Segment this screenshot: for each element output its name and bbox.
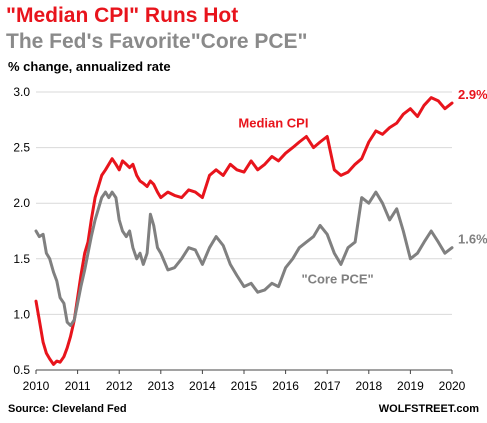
- x-tick-label: 2016: [272, 379, 299, 393]
- unit-label: % change, annualized rate: [8, 59, 171, 74]
- y-tick-label: 1.0: [13, 307, 30, 321]
- y-tick-label: 0.5: [13, 363, 30, 377]
- grid-lines: [36, 91, 452, 371]
- series-lines: [34, 96, 454, 366]
- y-axis-ticks: 3.0 2.5 2.0 1.5 1.0 0.5: [13, 85, 30, 377]
- series-labels: Median CPI 2.9% "Core PCE" 1.6%: [238, 87, 487, 286]
- x-tick-label: 2010: [23, 379, 50, 393]
- core-pce-end-label: 1.6%: [458, 232, 487, 247]
- x-tick-label: 2013: [147, 379, 174, 393]
- median-cpi-end-label: 2.9%: [458, 87, 487, 102]
- core-pce-label: "Core PCE": [301, 271, 373, 286]
- brand-credit: WOLFSTREET.com: [378, 403, 479, 415]
- x-tick-label: 2018: [355, 379, 382, 393]
- median-cpi-line: [34, 96, 454, 366]
- y-tick-label: 2.5: [13, 141, 30, 155]
- x-tick-label: 2011: [65, 379, 91, 393]
- y-tick-label: 1.5: [13, 252, 30, 266]
- median-cpi-label: Median CPI: [238, 116, 308, 131]
- chart-subtitle: The Fed's Favorite"Core PCE": [6, 30, 308, 53]
- y-tick-label: 2.0: [13, 196, 30, 210]
- x-axis-ticks: 2010 2011 2012 2013 2014 2015 2016 2017 2018 2019…: [23, 370, 466, 393]
- x-tick-label: 2015: [231, 379, 258, 393]
- chart-title: "Median CPI" Runs Hot: [6, 4, 239, 27]
- x-tick-label: 2012: [106, 379, 133, 393]
- y-tick-label: 3.0: [13, 85, 30, 99]
- x-tick-label: 2020: [439, 379, 466, 393]
- x-tick-label: 2019: [397, 379, 424, 393]
- x-tick-label: 2017: [314, 379, 341, 393]
- core-pce-line: [34, 190, 454, 327]
- source-note: Source: Cleveland Fed: [8, 403, 127, 415]
- x-tick-label: 2014: [189, 379, 216, 393]
